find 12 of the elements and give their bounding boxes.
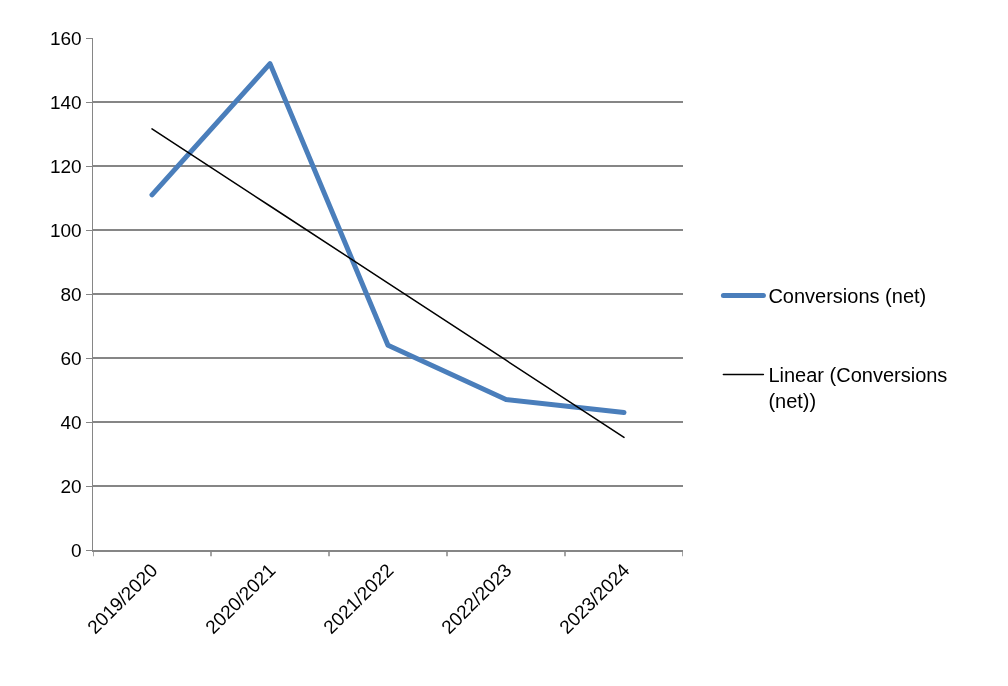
legend-label: Linear (Conversions (net)) (768, 364, 948, 413)
y-tick-label: 40 (60, 411, 82, 433)
legend-label: Conversions (net) (768, 285, 927, 308)
y-tick-label: 20 (60, 475, 82, 497)
y-tick-label: 160 (50, 27, 82, 49)
y-tick-label: 120 (50, 155, 82, 177)
y-tick-label: 140 (50, 91, 82, 113)
y-tick-label: 60 (60, 347, 82, 369)
y-tick-label: 100 (50, 219, 82, 241)
y-tick-label: 0 (71, 539, 82, 561)
line-series (151, 128, 625, 439)
y-tick-label: 80 (60, 283, 82, 305)
